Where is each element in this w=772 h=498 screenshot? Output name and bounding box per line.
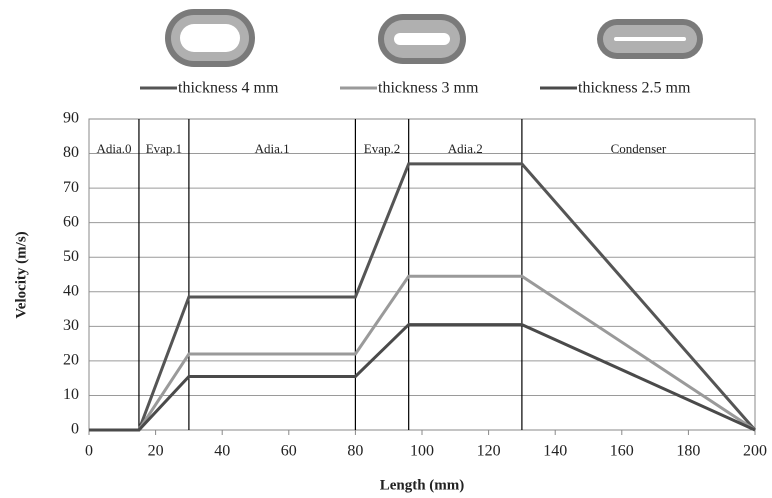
x-tick-label: 200 [743,443,767,460]
section-label: Adia.2 [448,141,483,156]
legend-label: thickness 3 mm [378,80,479,97]
legend-label: thickness 2.5 mm [578,80,691,97]
legend-label: thickness 4 mm [178,80,279,97]
y-tick-label: 10 [63,386,79,403]
tube-icon [394,33,450,45]
x-tick-label: 100 [410,443,434,460]
y-tick-label: 0 [71,421,79,438]
x-tick-label: 140 [543,443,567,460]
tube-icon [180,24,240,52]
y-tick-label: 80 [63,144,79,161]
x-tick-label: 20 [148,443,164,460]
tube-icons [165,9,703,67]
x-tick-label: 120 [477,443,501,460]
section-label: Evap.1 [146,141,182,156]
x-axis-label: Length (mm) [380,477,465,493]
y-tick-label: 50 [63,248,79,265]
section-label: Adia.0 [96,141,131,156]
x-tick-label: 80 [347,443,363,460]
y-axis-label: Velocity (m/s) [13,231,29,318]
x-tick-label: 0 [85,443,93,460]
chart: Length (mm) Velocity (m/s) 0 10 20 30 40 50 60… [0,0,772,498]
x-tick-label: 60 [281,443,297,460]
section-label: Evap.2 [364,141,400,156]
y-tick-label: 60 [63,213,79,230]
section-label: Adia.1 [255,141,290,156]
x-tick-label: 40 [214,443,230,460]
y-tick-label: 40 [63,282,79,299]
section-label: Condenser [611,141,667,156]
y-tick-label: 90 [63,110,79,127]
y-tick-label: 30 [63,317,79,334]
tube-icon [614,37,686,41]
y-tick-label: 70 [63,179,79,196]
x-tick-label: 180 [676,443,700,460]
y-tick-label: 20 [63,352,79,369]
x-tick-label: 160 [610,443,634,460]
